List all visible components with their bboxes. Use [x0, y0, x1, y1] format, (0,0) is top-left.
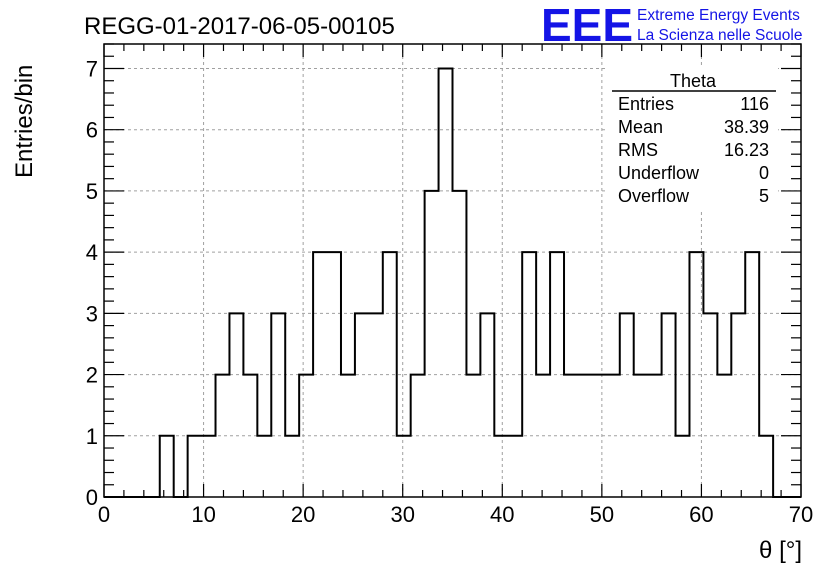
eee-logo: EEE Extreme Energy Events La Scienza nel… [541, 0, 802, 51]
y-tick-label: 6 [86, 118, 98, 143]
stats-row-label: Entries [618, 94, 674, 114]
x-tick-label: 40 [490, 502, 514, 527]
histogram-series [104, 67, 801, 498]
stats-box: Theta Entries 116 Mean 38.39 RMS 16.23 Underfl… [608, 66, 778, 210]
x-tick-label: 20 [291, 502, 315, 527]
logo-line2: La Scienza nelle Scuole [637, 27, 802, 44]
y-axis-title: Entries/bin [11, 65, 38, 178]
stats-rows: Entries 116 Mean 38.39 RMS 16.23 Underflow 0 Ove… [618, 94, 769, 206]
run-title: REGG-01-2017-06-05-00105 [84, 13, 395, 40]
y-tick-label: 2 [86, 363, 98, 388]
y-tick-label: 1 [86, 424, 98, 449]
stats-row-label: RMS [618, 140, 658, 160]
y-tick-label: 0 [86, 485, 98, 510]
stats-row-value: 116 [740, 94, 769, 114]
plot-frame [103, 43, 802, 498]
logo-line1: Extreme Energy Events [637, 7, 800, 24]
stats-row-label: Overflow [618, 186, 690, 206]
stats-row-value: 38.39 [724, 117, 769, 137]
stats-row-value: 16.23 [724, 140, 769, 160]
stats-row-label: Mean [618, 117, 663, 137]
y-tick-label: 4 [86, 240, 98, 265]
y-tick-label: 5 [86, 179, 98, 204]
stats-row-value: 5 [759, 186, 769, 206]
x-tick-label: 50 [590, 502, 614, 527]
x-tick-label: 10 [191, 502, 215, 527]
stats-box-background [608, 66, 778, 210]
stats-title: Theta [670, 71, 717, 91]
stats-row-value: 0 [759, 163, 769, 183]
logo-text: EEE [541, 0, 633, 51]
y-tick-label: 3 [86, 301, 98, 326]
y-tick-label: 7 [86, 56, 98, 81]
x-tick-label: 60 [689, 502, 713, 527]
x-tick-label: 0 [98, 502, 110, 527]
x-axis-title: θ [°] [759, 537, 802, 564]
x-tick-label: 30 [390, 502, 414, 527]
x-tick-label: 70 [789, 502, 813, 527]
stats-row-label: Underflow [618, 163, 700, 183]
